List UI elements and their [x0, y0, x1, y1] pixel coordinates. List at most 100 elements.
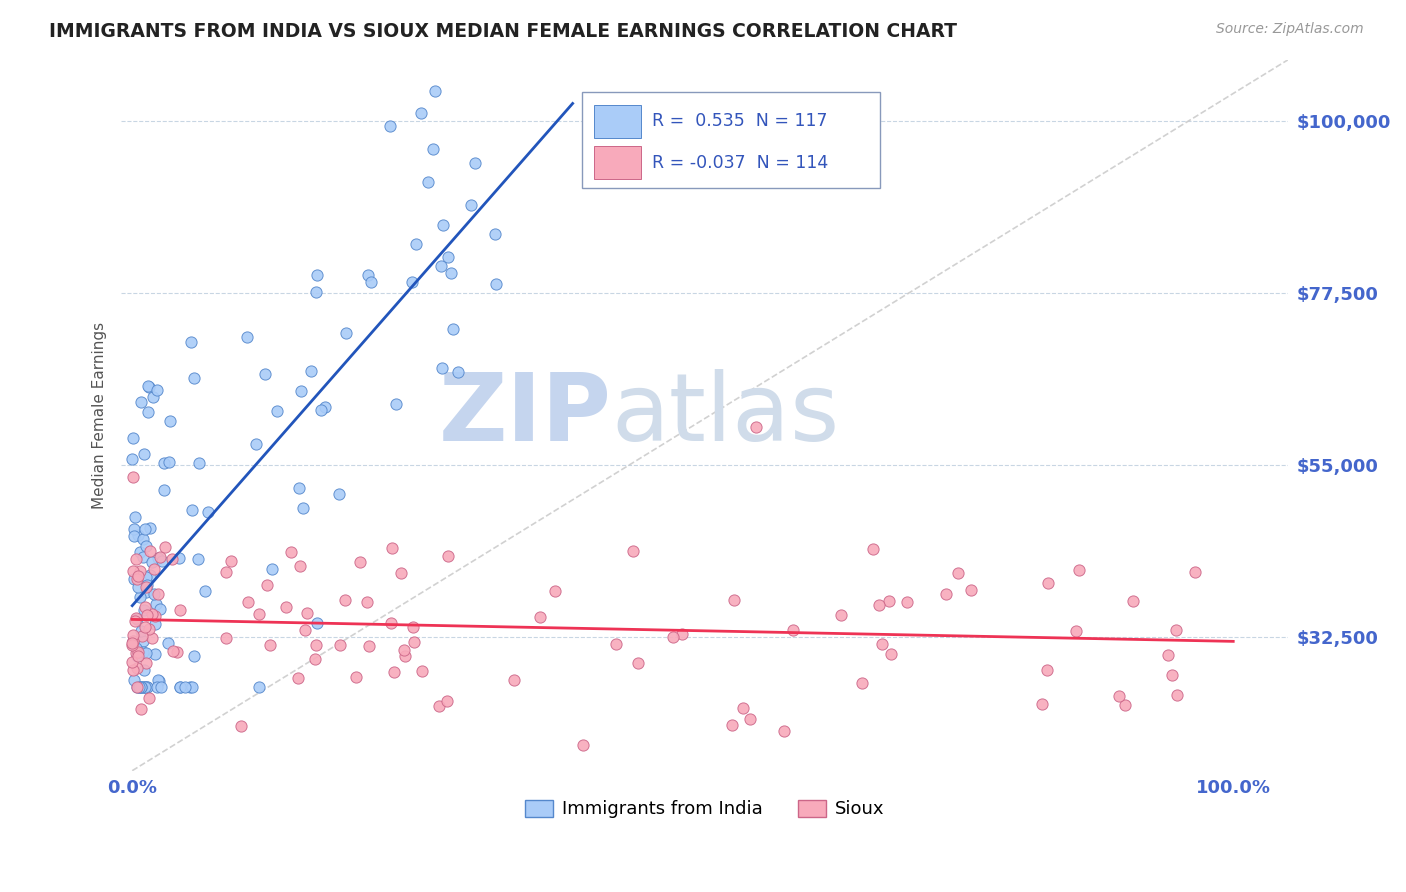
Point	[731, 700, 754, 714]
Point	[1067, 563, 1090, 577]
Text: atlas: atlas	[612, 369, 839, 461]
Point	[1166, 688, 1188, 702]
Point	[139, 521, 162, 535]
Point	[245, 437, 267, 451]
Point	[460, 198, 482, 212]
Point	[135, 646, 157, 660]
Point	[401, 620, 423, 634]
Point	[305, 285, 328, 299]
Point	[143, 647, 166, 661]
Point	[121, 638, 143, 652]
Point	[127, 648, 149, 663]
Point	[402, 635, 425, 649]
Point	[440, 266, 463, 280]
Point	[139, 568, 162, 582]
Point	[122, 522, 145, 536]
Point	[129, 702, 152, 716]
Point	[157, 636, 180, 650]
Point	[169, 680, 191, 694]
Point	[132, 680, 155, 694]
Point	[125, 649, 148, 664]
Point	[427, 699, 450, 714]
Point	[121, 636, 143, 650]
Point	[139, 544, 162, 558]
Point	[896, 595, 918, 609]
Point	[287, 671, 309, 685]
Point	[136, 379, 159, 393]
Point	[959, 582, 981, 597]
Point	[121, 431, 143, 445]
Point	[141, 555, 163, 569]
Point	[305, 268, 328, 282]
Point	[127, 573, 149, 587]
Point	[430, 260, 453, 274]
Point	[128, 590, 150, 604]
Point	[138, 690, 160, 705]
Point	[183, 648, 205, 663]
Point	[329, 638, 352, 652]
Point	[305, 616, 328, 631]
Point	[125, 646, 148, 660]
FancyBboxPatch shape	[582, 92, 880, 187]
Point	[153, 483, 176, 497]
Point	[544, 584, 567, 599]
Point	[879, 593, 901, 607]
Point	[167, 550, 190, 565]
Point	[422, 142, 444, 156]
Point	[447, 365, 470, 379]
Point	[872, 637, 894, 651]
Point	[127, 528, 149, 542]
Point	[135, 656, 157, 670]
Point	[236, 595, 259, 609]
Point	[236, 330, 259, 344]
Point	[134, 447, 156, 461]
Point	[1161, 668, 1184, 682]
FancyBboxPatch shape	[593, 146, 641, 179]
Point	[134, 680, 156, 694]
Point	[772, 724, 794, 739]
Point	[1031, 698, 1053, 712]
Point	[299, 363, 322, 377]
Point	[134, 620, 156, 634]
Point	[134, 680, 156, 694]
Point	[132, 645, 155, 659]
Point	[392, 643, 415, 657]
Point	[266, 404, 288, 418]
Point	[394, 649, 416, 664]
Point	[132, 634, 155, 648]
Point	[879, 647, 901, 661]
Point	[311, 403, 333, 417]
Point	[485, 277, 508, 292]
Point	[382, 665, 405, 679]
Point	[166, 645, 188, 659]
Point	[160, 552, 183, 566]
Point	[135, 584, 157, 599]
Point	[138, 622, 160, 636]
Point	[124, 614, 146, 628]
Point	[131, 395, 153, 409]
Point	[124, 510, 146, 524]
Point	[305, 638, 328, 652]
Point	[157, 455, 180, 469]
Point	[851, 675, 873, 690]
Point	[401, 275, 423, 289]
Point	[121, 564, 143, 578]
Point	[1036, 663, 1059, 677]
Point	[148, 550, 170, 565]
Point	[288, 558, 311, 573]
Point	[131, 680, 153, 694]
Point	[215, 565, 238, 579]
Point	[132, 549, 155, 564]
Point	[131, 629, 153, 643]
Point	[181, 502, 204, 516]
Point	[529, 610, 551, 624]
Point	[129, 680, 152, 694]
Point	[723, 592, 745, 607]
Point	[141, 631, 163, 645]
Point	[253, 367, 276, 381]
Point	[150, 680, 173, 694]
Point	[125, 640, 148, 655]
Point	[247, 607, 270, 621]
Point	[127, 680, 149, 694]
Point	[287, 481, 309, 495]
